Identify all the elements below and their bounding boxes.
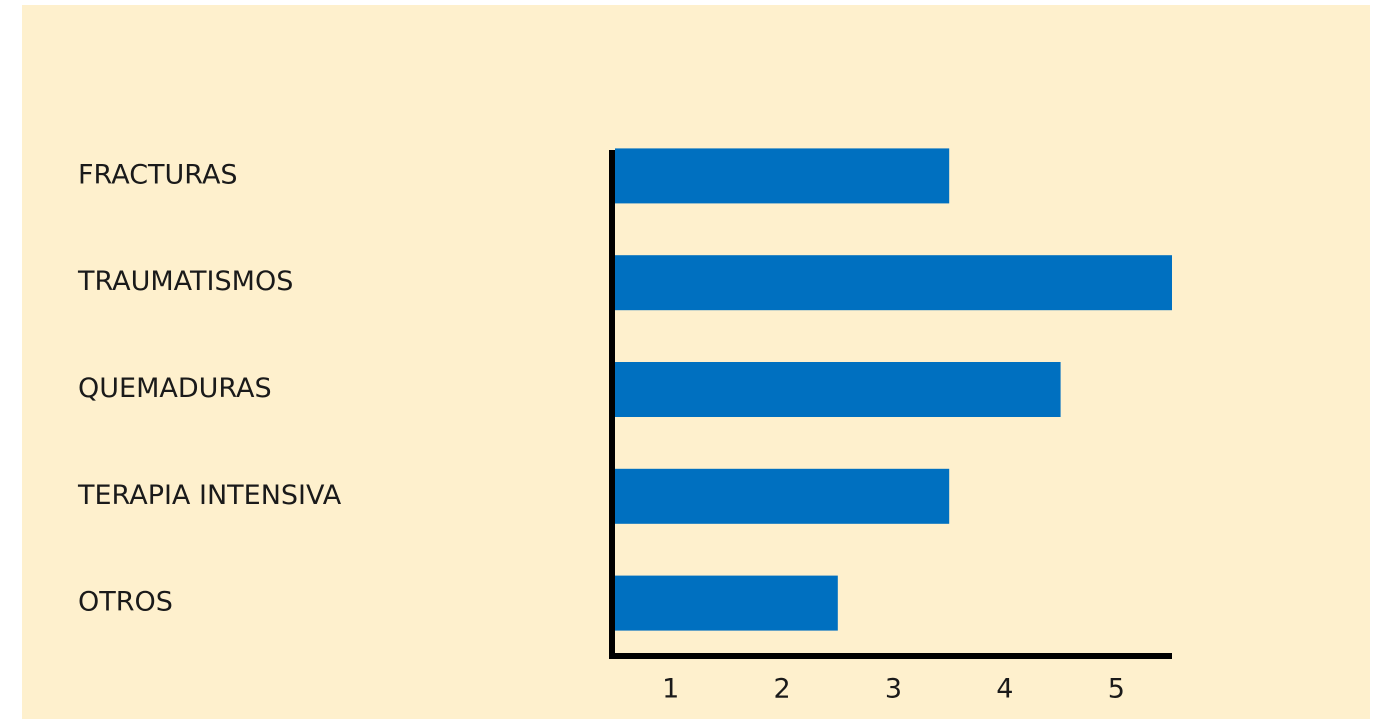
bar (615, 575, 838, 631)
y-tick-label: FRACTURAS (78, 159, 238, 190)
y-tick-label: TERAPIA INTENSIVA (77, 480, 342, 511)
y-tick-label: OTROS (78, 587, 173, 618)
bar (615, 148, 950, 204)
x-tick-label: 5 (1108, 674, 1125, 705)
x-tick-label: 3 (885, 674, 902, 705)
x-tick-label: 4 (996, 674, 1013, 705)
bar (615, 362, 1061, 417)
y-tick-label: QUEMADURAS (78, 373, 272, 404)
x-tick-label: 2 (774, 674, 791, 705)
y-tick-label: TRAUMATISMOS (77, 266, 293, 297)
x-tick-label: 1 (662, 674, 679, 705)
bar (615, 255, 1172, 311)
y-axis-line (609, 150, 615, 659)
x-axis-line (609, 653, 1172, 659)
bar (615, 468, 950, 524)
